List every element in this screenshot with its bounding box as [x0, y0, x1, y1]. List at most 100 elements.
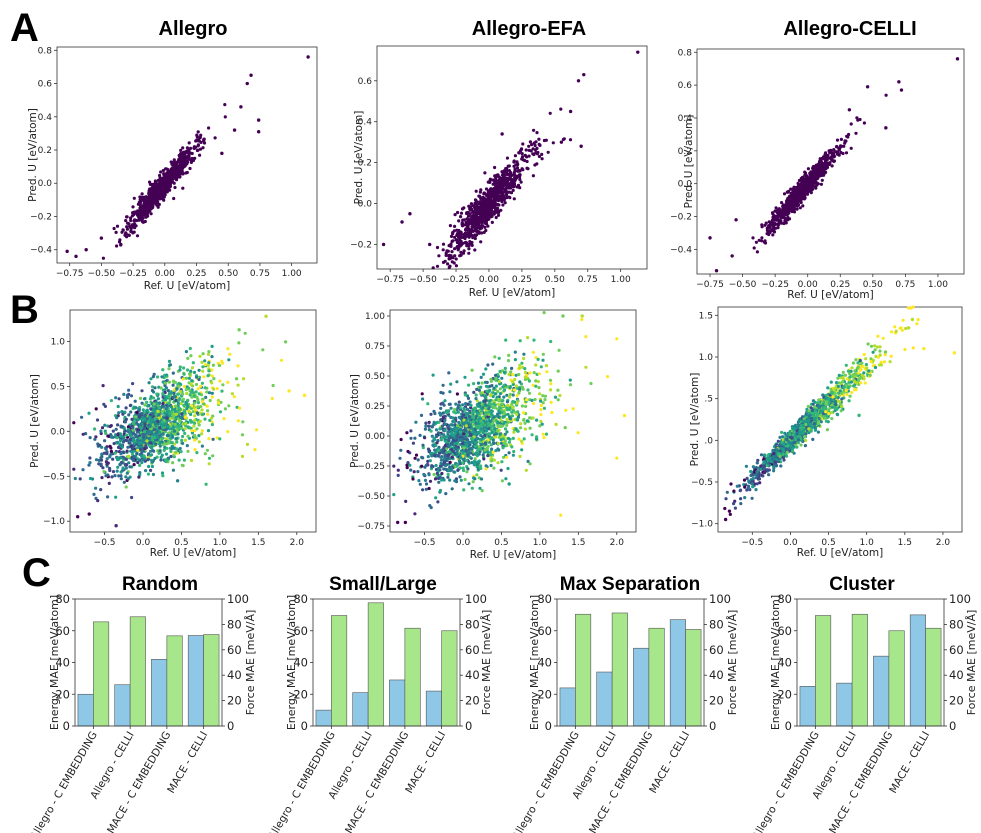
scatter-point [187, 157, 191, 161]
scatter-point [467, 383, 471, 387]
scatter-point [218, 379, 222, 383]
scatter-point [148, 187, 152, 191]
scatter-point [185, 391, 189, 396]
scatter-point [164, 452, 169, 456]
scatter-point [480, 204, 484, 208]
scatter-point [524, 148, 528, 152]
scatter-point [151, 412, 155, 416]
scatter-point [190, 156, 194, 161]
scatter-point [75, 515, 80, 519]
scatter-point [181, 397, 186, 401]
plot-frame [389, 309, 637, 533]
scatter-point [493, 180, 497, 184]
scatter-point [517, 169, 521, 173]
scatter-point [134, 435, 138, 439]
scatter-point [115, 224, 120, 228]
scatter-point [210, 368, 214, 372]
scatter-point [220, 389, 224, 393]
scatter-point [160, 179, 164, 183]
scatter-point [820, 178, 824, 182]
scatter-point [771, 233, 775, 237]
y-tick-label: 0.2 [38, 146, 52, 156]
scatter-point [207, 391, 212, 395]
scatter-point [160, 187, 165, 191]
scatter-point [434, 428, 439, 432]
scatter-point [157, 406, 161, 410]
scatter-point [159, 458, 163, 462]
scatter-point [534, 151, 538, 155]
scatter-point [138, 471, 142, 475]
scatter-point [118, 238, 122, 242]
scatter-point [138, 211, 142, 215]
scatter-point [207, 126, 211, 130]
scatter-point [503, 201, 507, 205]
scatter-point [210, 391, 214, 395]
scatter-point [131, 211, 135, 215]
scatter-point [519, 180, 523, 184]
scatter-point [177, 398, 181, 402]
scatter-point [528, 426, 532, 430]
scatter-point [507, 164, 511, 168]
scatter-point [399, 437, 403, 442]
scatter-point [72, 421, 76, 425]
scatter-point [137, 218, 141, 222]
scatter-point [215, 387, 219, 391]
scatter-point [132, 405, 136, 409]
scatter-point [175, 440, 179, 444]
scatter-point [525, 155, 529, 159]
scatter-point [450, 239, 454, 243]
scatter-point [458, 244, 462, 248]
scatter-point [489, 208, 493, 212]
scatter-point [615, 337, 619, 341]
scatter-point [493, 174, 497, 178]
scatter-point [453, 213, 457, 217]
scatter-point [730, 254, 734, 258]
scatter-point [140, 401, 144, 405]
scatter-point [449, 406, 453, 410]
scatter-point [150, 460, 155, 464]
scatter-point [478, 190, 482, 194]
scatter-point [197, 434, 201, 438]
scatter-point [178, 446, 182, 451]
scatter-point [817, 160, 822, 164]
scatter-point [771, 221, 775, 225]
scatter-point [785, 190, 789, 194]
y-axis-title: Pred. U [eV/atom] [29, 374, 41, 468]
scatter-point [435, 245, 440, 250]
scatter-point [396, 468, 400, 472]
scatter-point [186, 405, 190, 409]
scatter-point [186, 398, 190, 402]
scatter-point [457, 219, 461, 223]
scatter-point [138, 436, 142, 440]
scatter-point [441, 242, 446, 246]
scatter-point [512, 197, 516, 201]
scatter-point [149, 377, 153, 381]
scatter-point [116, 423, 120, 427]
scatter-point [183, 415, 187, 419]
scatter-point [226, 380, 230, 384]
scatter-point [147, 191, 151, 195]
scatter-point [821, 162, 826, 166]
scatter-point [161, 436, 165, 440]
scatter-point [156, 409, 160, 413]
x-axis-title: Ref. U [eV/atom] [469, 287, 556, 299]
scatter-point [179, 148, 183, 152]
y-tick-label: −0.4 [670, 245, 692, 255]
scatter-point [755, 250, 760, 254]
scatter-point [118, 463, 122, 467]
plots-layer: Allegro−0.75 −0.50 −0.25 0.00 0.25 0.50 0.75 1.… [27, 18, 978, 833]
scatter-point [453, 224, 457, 228]
scatter-point [787, 201, 791, 205]
x-tick-label: −0.50 [409, 275, 437, 285]
scatter-point [496, 213, 501, 217]
scatter-point [467, 251, 471, 255]
scatter-point [108, 424, 112, 429]
scatter-point [474, 189, 478, 193]
scatter-point [124, 433, 129, 437]
x-tick-label: 0.0 [456, 538, 471, 548]
scatter-point [168, 172, 173, 176]
y-tick-label: 0.0 [358, 200, 373, 210]
scatter-point [160, 440, 164, 444]
scatter-point [100, 455, 104, 459]
x-tick-label: 0.75 [250, 269, 270, 279]
